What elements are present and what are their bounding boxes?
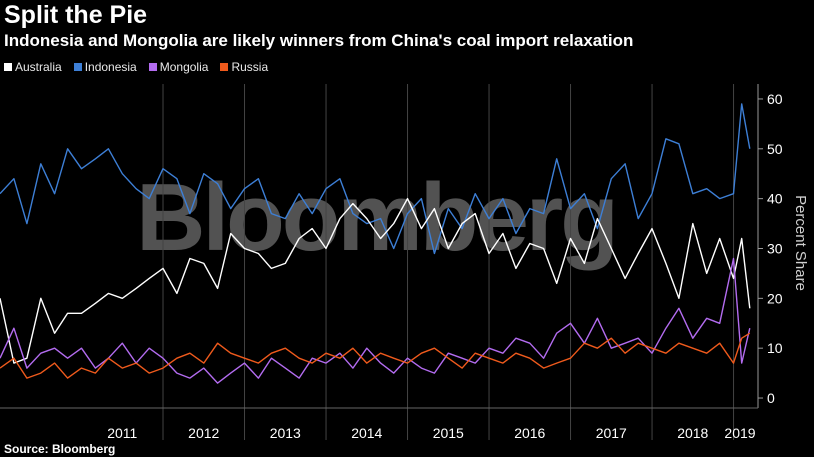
x-tick-label-2017: 2017 — [596, 425, 627, 441]
x-tick-label-2015: 2015 — [433, 425, 464, 441]
x-tick-label-2013: 2013 — [270, 425, 301, 441]
series-line-indonesia — [0, 103, 751, 255]
legend-item-australia: Australia — [4, 60, 62, 74]
y-tick-label-20: 20 — [767, 290, 783, 306]
x-tick-label-2014: 2014 — [351, 425, 382, 441]
x-tick-label-2016: 2016 — [514, 425, 545, 441]
legend-swatch-indonesia — [73, 63, 82, 71]
y-tick-label-40: 40 — [767, 191, 783, 207]
x-axis: 2011 2012 2013 2014 2015 2016 2017 2018 2019 — [0, 407, 758, 441]
x-tick-label-2018: 2018 — [677, 425, 708, 441]
legend-item-russia: Russia — [220, 60, 268, 74]
legend-item-indonesia: Indonesia — [73, 60, 137, 74]
y-axis-label: Percent Share — [792, 195, 809, 291]
legend-item-mongolia: Mongolia — [148, 60, 209, 74]
x-tick-label-2019: 2019 — [724, 425, 755, 441]
legend-swatch-russia — [220, 63, 229, 71]
source-note: Source: Bloomberg — [4, 442, 116, 456]
legend-label-indonesia: Indonesia — [84, 60, 137, 74]
series-line-mongolia — [0, 257, 751, 384]
y-tick-label-60: 60 — [767, 91, 783, 107]
chart-title: Split the Pie — [4, 1, 148, 29]
legend-swatch-australia — [4, 63, 12, 71]
y-tick-label-0: 0 — [767, 390, 775, 406]
watermark-logo: Bloomberg — [136, 164, 616, 271]
series-lines — [0, 103, 751, 384]
x-tick-label-2011: 2011 — [107, 425, 137, 441]
series-line-australia — [0, 197, 751, 364]
legend-swatch-mongolia — [148, 63, 157, 71]
y-tick-label-50: 50 — [767, 141, 783, 157]
legend-label-russia: Russia — [231, 60, 269, 74]
y-axis: 0 10 20 30 40 50 60 — [757, 84, 783, 408]
y-tick-label-10: 10 — [767, 340, 783, 356]
chart-subtitle: Indonesia and Mongolia are likely winner… — [4, 31, 634, 50]
y-tick-label-30: 30 — [767, 240, 783, 256]
legend-label-australia: Australia — [15, 60, 62, 74]
series-line-russia — [0, 332, 751, 379]
legend-label-mongolia: Mongolia — [159, 60, 209, 74]
x-tick-label-2012: 2012 — [188, 425, 219, 441]
legend: Australia Indonesia Mongolia Russia — [4, 60, 268, 74]
